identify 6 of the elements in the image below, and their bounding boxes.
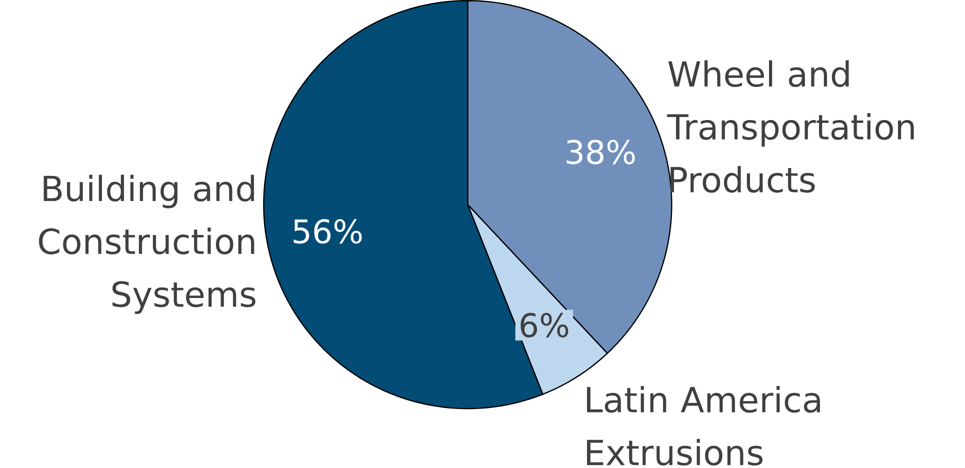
slice-label: Wheel and Transportation Products [667,60,914,193]
data-label: 6% [520,313,568,338]
data-label: 38% [566,140,635,165]
slice-label: Building and Construction Systems [39,175,256,314]
data-label: 56% [294,219,362,244]
slice-label: Latin America Extrusions [586,386,820,466]
